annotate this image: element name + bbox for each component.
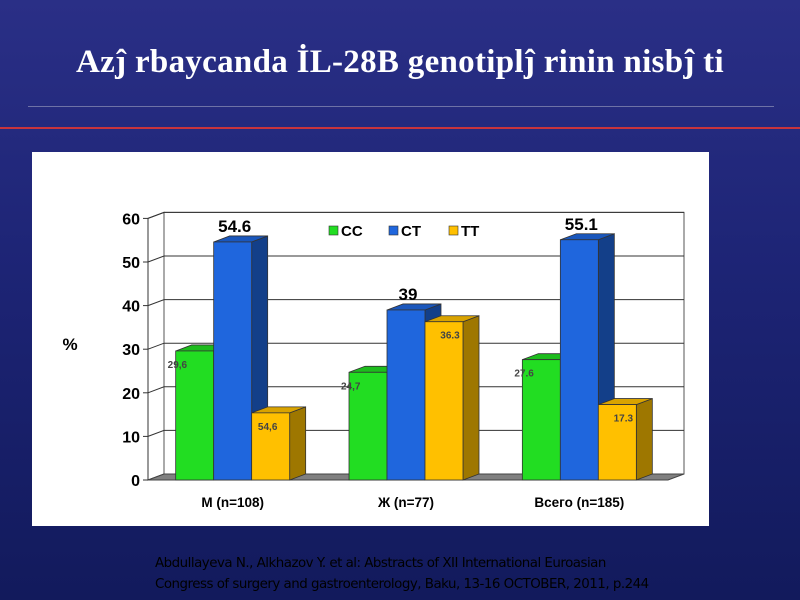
gridline (147, 299, 684, 307)
bar-front (175, 350, 215, 481)
gridline (147, 386, 684, 394)
category-label: Всего (n=185) (534, 495, 624, 510)
y-tick-label: 0 (131, 473, 140, 490)
y-tick-label: 10 (122, 429, 140, 446)
bar-side (462, 315, 480, 481)
legend-label: TT (461, 223, 479, 240)
legend-label: CC (341, 223, 363, 240)
gridline (147, 211, 684, 219)
y-tick-label: 60 (122, 211, 140, 228)
legend-swatch (328, 225, 339, 236)
y-tick-label: 30 (122, 342, 140, 359)
data-label: 54.6 (218, 217, 251, 236)
legend-item-ct: CT (388, 223, 421, 240)
bar-front (597, 404, 637, 481)
category-label: М (n=108) (201, 495, 264, 510)
slide-title: Azĵ rbaycanda İL-28B genotiplĵ rinin nis… (76, 44, 724, 80)
bar-tt (424, 315, 480, 481)
gridline (147, 429, 684, 437)
chart-panel: 0 10 20 30 40 50 60% 29,6 54.6 54,6 М (n=108) 24,7 3… (32, 152, 709, 526)
citation: Abdullayeva N., Alkhazov Y. et al: Abstr… (155, 553, 795, 595)
data-label: 27.6 (514, 369, 534, 380)
legend-item-cc: CC (328, 223, 363, 240)
bar-front (348, 371, 388, 481)
data-label: 17.3 (614, 414, 634, 425)
y-tick-label: 40 (122, 299, 140, 316)
data-label: 29,6 (168, 360, 188, 371)
y-tick-label: 20 (122, 386, 140, 403)
citation-line-1: Abdullayeva N., Alkhazov Y. et al: Abstr… (155, 556, 606, 571)
citation-line-2: Congress of surgery and gastroenterology… (155, 577, 649, 592)
bar-front (251, 412, 291, 481)
bar-tt (251, 406, 307, 481)
bar-side (635, 397, 653, 481)
title-divider (28, 106, 774, 107)
legend-swatch (388, 225, 399, 236)
bar-front (559, 239, 599, 481)
data-label: 24,7 (341, 381, 361, 392)
bar-ct (213, 235, 269, 481)
legend-item-tt: TT (448, 223, 479, 240)
category-label: Ж (n=77) (377, 495, 434, 510)
y-axis-label: % (62, 335, 77, 354)
data-label: 39 (399, 285, 418, 304)
bar-side (289, 406, 307, 481)
data-label: 54,6 (258, 422, 278, 433)
data-label: 55.1 (565, 215, 598, 234)
bar-front (424, 321, 464, 481)
bar-front (521, 359, 561, 481)
data-label: 36.3 (440, 331, 460, 342)
bar-chart: 0 10 20 30 40 50 60% 29,6 54.6 54,6 М (n=108) 24,7 3… (62, 211, 685, 510)
bar-front (213, 241, 253, 481)
bar-front (386, 309, 426, 481)
accent-rule (0, 127, 800, 129)
legend-label: CT (401, 223, 421, 240)
legend-swatch (448, 225, 459, 236)
bar-tt (597, 397, 653, 481)
gridline (147, 255, 684, 263)
y-tick-label: 50 (122, 255, 140, 272)
gridline (147, 342, 684, 350)
